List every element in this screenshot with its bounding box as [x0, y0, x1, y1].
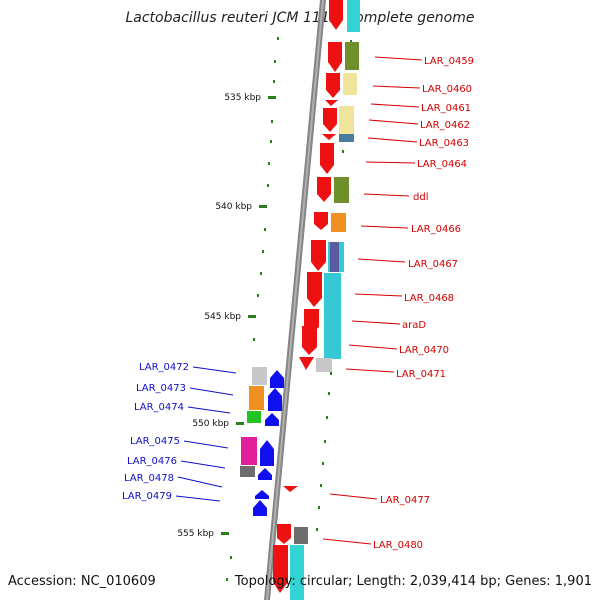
- scale-ticks: [221, 96, 276, 535]
- left-labels: LAR_0472 LAR_0473 LAR_0474 LAR_0475 LAR_…: [122, 362, 189, 502]
- gene-lar-0470: [302, 326, 317, 355]
- gene-label: LAR_0462: [420, 120, 470, 131]
- gene-label: LAR_0468: [404, 293, 454, 304]
- gene-label: ddl: [413, 192, 428, 203]
- gene-label: LAR_0472: [139, 362, 189, 373]
- gene-lar-0468: [307, 272, 322, 307]
- footer: Accession: NC_010609 Topology: circular;…: [8, 574, 592, 592]
- gene-lar-0459: [329, 0, 343, 30]
- gene-label: LAR_0471: [396, 369, 446, 380]
- gene-label: LAR_0459: [424, 56, 474, 67]
- right-leaders: [322, 56, 423, 545]
- gene-label: LAR_0478: [124, 473, 174, 484]
- gene-label: LAR_0480: [373, 540, 423, 551]
- scale-label: 555 kbp: [177, 529, 214, 539]
- gene-lar-0475: [260, 440, 274, 466]
- gene-lar-0480: [277, 524, 291, 544]
- gene-lar-0467: [311, 240, 326, 271]
- map-title: Lactobacillus reuteri JCM 1112, complete…: [125, 10, 475, 26]
- gene-lar-0461: [325, 100, 338, 106]
- scale-label: 550 kbp: [192, 419, 229, 429]
- gene-label: LAR_0476: [127, 456, 177, 467]
- gene-lar-0476: [258, 468, 272, 480]
- left-leaders: [175, 366, 237, 502]
- scale-labels: 535 kbp 540 kbp 545 kbp 550 kbp 555 kbp: [177, 93, 261, 539]
- gene-lar-0474: [265, 413, 279, 426]
- category-boxes: [290, 0, 360, 600]
- scale-label: 540 kbp: [215, 202, 252, 212]
- gene-lar-0463: [322, 134, 336, 140]
- gene-label: araD: [402, 320, 426, 331]
- accession-text: Accession: NC_010609: [8, 574, 156, 589]
- right-labels: LAR_0459 LAR_0460 LAR_0461 LAR_0462 LAR_…: [373, 56, 474, 551]
- scale-label: 535 kbp: [224, 93, 261, 103]
- topology-text: Topology: circular; Length: 2,039,414 bp…: [234, 574, 592, 589]
- gene-lar-0466: [314, 212, 328, 230]
- gene-lar-0473: [268, 388, 282, 411]
- gene-label: LAR_0463: [419, 138, 469, 149]
- forward-genes: [273, 0, 343, 593]
- gene-label: LAR_0475: [130, 436, 180, 447]
- gene-lar-0460: [326, 73, 340, 98]
- gene-label: LAR_0467: [408, 259, 458, 270]
- gene-label: LAR_0466: [411, 224, 461, 235]
- gene-lar-0479: [253, 500, 267, 516]
- gene-lar-0459b: [328, 42, 342, 72]
- gene-lar-0480b: [273, 545, 288, 593]
- gene-label: LAR_0464: [417, 159, 467, 170]
- gene-label: LAR_0477: [380, 495, 430, 506]
- gene-label: LAR_0474: [134, 402, 184, 413]
- gene-ddl: [317, 177, 331, 202]
- gene-lar-0464: [320, 143, 334, 174]
- reverse-genes: [240, 367, 284, 516]
- gene-label: LAR_0461: [421, 103, 471, 114]
- gene-lar-0462: [323, 108, 337, 132]
- gene-lar-0471: [299, 357, 314, 370]
- gene-label: LAR_0460: [422, 84, 472, 95]
- gene-lar-0477: [283, 486, 298, 492]
- gene-label: LAR_0473: [136, 383, 186, 394]
- gene-lar-0472: [270, 370, 284, 388]
- gene-lar-0478: [255, 490, 269, 499]
- gene-label: LAR_0470: [399, 345, 449, 356]
- genome-backbone-highlight: [266, 0, 324, 600]
- gene-label: LAR_0479: [122, 491, 172, 502]
- scale-label: 545 kbp: [204, 312, 241, 322]
